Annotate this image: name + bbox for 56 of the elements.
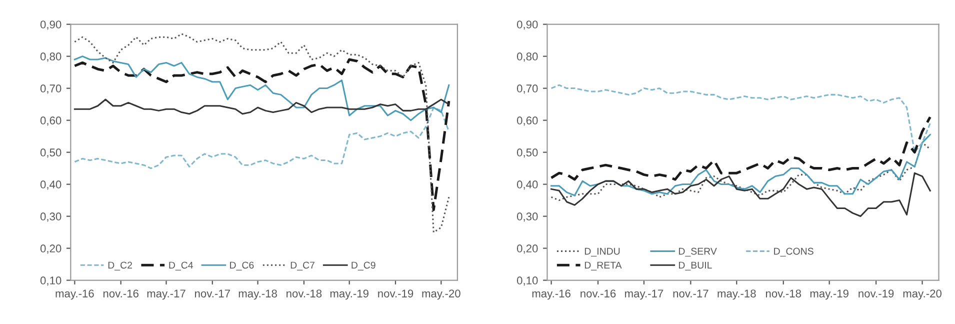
- legend-label: D_CONS: [774, 248, 814, 257]
- x-tick-label: nov.-18: [286, 290, 322, 298]
- line-series: [550, 172, 931, 218]
- y-tick-label: 0,50: [40, 148, 62, 158]
- line-series: [74, 56, 450, 122]
- legend-label: D_SERV: [678, 248, 717, 257]
- line-series: [74, 98, 450, 115]
- x-tick-label: may.-16: [56, 290, 94, 300]
- legend-label: D_INDU: [584, 248, 620, 257]
- x-tick-label: nov.-17: [673, 290, 708, 298]
- y-tick-label: 0,10: [40, 276, 62, 286]
- x-tick-label: nov.-19: [378, 290, 414, 298]
- line-series: [550, 116, 932, 181]
- line-series: [74, 106, 450, 170]
- y-tick-label: 0,60: [517, 116, 538, 126]
- y-tick-label: 0,20: [40, 244, 62, 254]
- y-tick-label: 0,70: [40, 84, 62, 94]
- x-tick-label: may.-18: [718, 290, 756, 300]
- y-tick-label: 0,80: [40, 52, 62, 62]
- y-tick-label: 0,30: [40, 212, 62, 222]
- line-series: [73, 58, 450, 212]
- legend-label: D_BUIL: [678, 262, 712, 270]
- y-tick-label: 0,50: [517, 148, 538, 158]
- x-tick-label: may.-17: [147, 290, 186, 300]
- x-tick-label: may.-19: [330, 290, 368, 300]
- legend-label: D_C9: [352, 262, 376, 270]
- line-series: [550, 134, 931, 196]
- legend-label: D_C4: [169, 262, 194, 270]
- line-series: [550, 84, 931, 154]
- y-tick-label: 0,10: [517, 276, 538, 286]
- x-tick-label: nov.-19: [858, 290, 894, 298]
- x-tick-label: nov.-16: [103, 290, 138, 298]
- y-tick-label: 0,40: [517, 180, 538, 190]
- x-tick-label: may.-19: [810, 290, 848, 300]
- x-tick-label: may.-20: [903, 290, 942, 300]
- y-tick-label: 0,40: [40, 180, 62, 190]
- y-tick-label: 0,20: [517, 244, 538, 254]
- x-tick-label: nov.-18: [766, 290, 802, 298]
- y-tick-label: 0,30: [517, 212, 538, 222]
- x-tick-label: may.-18: [238, 290, 277, 300]
- line-series: [74, 33, 450, 234]
- legend-label: D_RETA: [584, 262, 622, 270]
- x-tick-label: may.-16: [532, 290, 570, 300]
- line-series: [550, 142, 931, 202]
- y-tick-label: 0,80: [517, 52, 538, 62]
- x-tick-label: may.-20: [422, 290, 460, 300]
- y-tick-label: 0,90: [40, 20, 62, 30]
- x-tick-label: may.-17: [625, 290, 664, 300]
- y-tick-label: 0,90: [517, 20, 538, 30]
- legend-label: D_C7: [290, 262, 314, 270]
- y-tick-label: 0,60: [40, 116, 62, 126]
- legend-label: D_C6: [230, 262, 254, 270]
- x-tick-label: nov.-16: [580, 290, 616, 298]
- x-tick-label: nov.-17: [195, 290, 230, 298]
- legend-label: D_C2: [108, 262, 132, 270]
- y-tick-label: 0,70: [517, 84, 538, 94]
